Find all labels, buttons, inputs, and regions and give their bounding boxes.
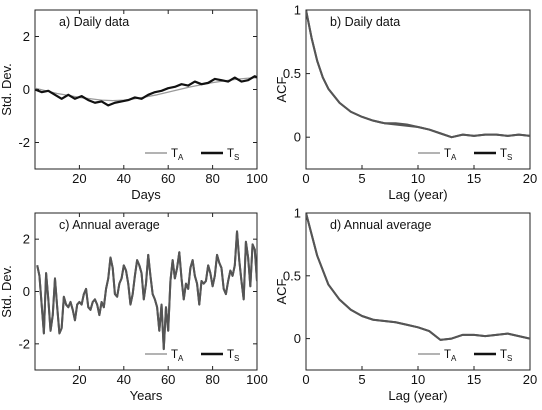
x-tick-label: 40: [117, 171, 131, 186]
y-tick-label: -2: [18, 336, 30, 351]
x-axis-label: Years: [130, 388, 163, 403]
x-tick-label: 0: [302, 171, 309, 186]
y-tick-label: 0: [294, 331, 301, 346]
x-tick-label: 10: [411, 372, 425, 387]
x-tick-label: 100: [246, 171, 268, 186]
series-line-t-s: [36, 230, 257, 351]
y-tick-label: 2: [23, 232, 30, 247]
legend-label-t-a: TA: [444, 349, 457, 363]
y-axis-label: Std. Dev.: [0, 265, 14, 318]
x-tick-label: 0: [302, 372, 309, 387]
y-axis-label: Std. Dev.: [0, 63, 14, 116]
panel-d: 0 5 10 15 20 0 0.5 1 Lag (year) ACF d) Annual aver…: [274, 206, 537, 404]
x-axis-label: Lag (year): [388, 388, 447, 403]
x-axis-label: Lag (year): [388, 187, 447, 202]
plot-frame: [305, 9, 531, 170]
x-tick-label: 40: [117, 372, 131, 387]
y-tick-label: 0.5: [283, 66, 301, 81]
x-tick-label: 60: [161, 171, 175, 186]
x-tick-label: 20: [523, 372, 537, 387]
panel-title: d) Annual average: [330, 218, 432, 232]
x-tick-label: 20: [72, 171, 86, 186]
y-tick-label: 2: [23, 29, 30, 44]
y-tick-label: -2: [18, 135, 30, 150]
y-tick-label: 0.5: [283, 268, 301, 283]
plot-frame: [34, 9, 258, 170]
x-tick-label: 5: [358, 372, 365, 387]
series-line-t-s: [306, 213, 530, 341]
legend: TA TS: [145, 148, 239, 162]
panel-b: 0 5 10 15 20 0 0.5 1 Lag (year) ACF b) Daily data T…: [274, 3, 537, 203]
legend: TA TS: [418, 349, 512, 363]
legend-label-t-a: TA: [171, 349, 184, 363]
legend-label-t-s: TS: [500, 148, 512, 162]
x-tick-label: 15: [467, 372, 481, 387]
x-tick-label: 15: [467, 171, 481, 186]
panel-title: a) Daily data: [59, 15, 129, 29]
y-axis-label: ACF: [274, 278, 289, 304]
legend-label-t-a: TA: [444, 148, 457, 162]
x-tick-label: 100: [246, 372, 268, 387]
panel-title: c) Annual average: [59, 218, 160, 232]
panel-c: 20 40 60 80 100 -2 0 2 Years Std. Dev. c) Annual a…: [0, 212, 268, 403]
x-tick-label: 60: [161, 372, 175, 387]
x-tick-label: 10: [411, 171, 425, 186]
series-line-t-s: [35, 75, 257, 107]
legend-label-t-s: TS: [500, 349, 512, 363]
legend-label-t-s: TS: [227, 349, 239, 363]
panel-title: b) Daily data: [330, 15, 400, 29]
y-tick-label: 0: [23, 82, 30, 97]
x-tick-label: 20: [72, 372, 86, 387]
x-tick-label: 20: [523, 171, 537, 186]
legend: TA TS: [418, 148, 512, 162]
panel-a: 20 40 60 80 100 -2 0 2 Days Std. Dev. a) Daily dat…: [0, 9, 268, 202]
y-axis-label: ACF: [274, 76, 289, 102]
x-tick-label: 80: [205, 372, 219, 387]
y-tick-label: 0: [23, 284, 30, 299]
y-tick-label: 1: [294, 3, 301, 18]
legend-label-t-a: TA: [171, 148, 184, 162]
plot-frame: [305, 212, 531, 371]
y-tick-label: 1: [294, 206, 301, 221]
x-tick-label: 80: [205, 171, 219, 186]
legend-label-t-s: TS: [227, 148, 239, 162]
x-tick-label: 5: [358, 171, 365, 186]
plot-frame: [34, 212, 258, 371]
series-line-t-s: [306, 10, 530, 139]
y-tick-label: 0: [294, 130, 301, 145]
legend: TA TS: [145, 349, 239, 363]
x-axis-label: Days: [131, 187, 161, 202]
